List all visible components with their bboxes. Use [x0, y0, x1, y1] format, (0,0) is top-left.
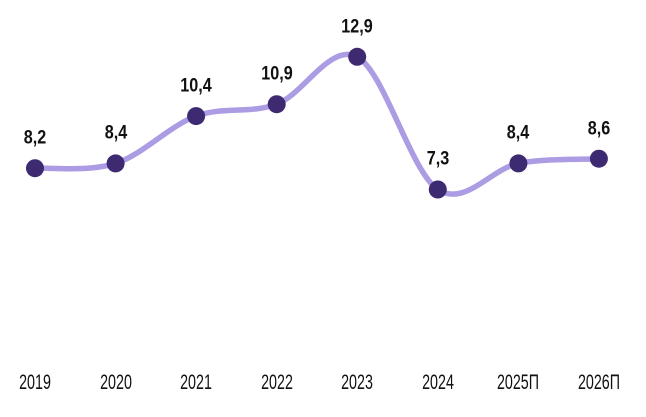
x-axis-label-2024: 2024: [421, 371, 454, 394]
x-axis-label-2022: 2022: [260, 371, 293, 394]
data-point-2021: [187, 107, 206, 126]
data-point-2022: [267, 95, 286, 114]
value-label-2024: 7,3: [426, 148, 450, 170]
trend-line: [32, 51, 602, 197]
value-label-2019: 8,2: [23, 127, 47, 149]
value-label-2021: 10,4: [180, 75, 212, 97]
value-label-2022: 10,9: [260, 63, 293, 85]
x-axis-label-2025П: 2025П: [497, 371, 540, 394]
data-point-2025П: [509, 154, 528, 173]
x-axis-label-2021: 2021: [180, 371, 212, 394]
value-label-2020: 8,4: [104, 122, 127, 144]
value-label-2025П: 8,4: [507, 122, 530, 144]
x-axis-label-2026П: 2026П: [577, 371, 620, 394]
x-axis-label-2023: 2023: [341, 371, 374, 394]
value-label-2023: 12,9: [341, 16, 373, 38]
x-axis-label-2019: 2019: [19, 371, 51, 394]
data-point-2020: [106, 154, 125, 173]
data-point-2019: [26, 159, 44, 178]
data-point-2023: [348, 47, 367, 66]
data-point-2024: [428, 180, 447, 199]
x-axis-label-2020: 2020: [99, 371, 132, 394]
data-point-2026П: [589, 149, 608, 168]
value-label-2026П: 8,6: [587, 118, 611, 140]
